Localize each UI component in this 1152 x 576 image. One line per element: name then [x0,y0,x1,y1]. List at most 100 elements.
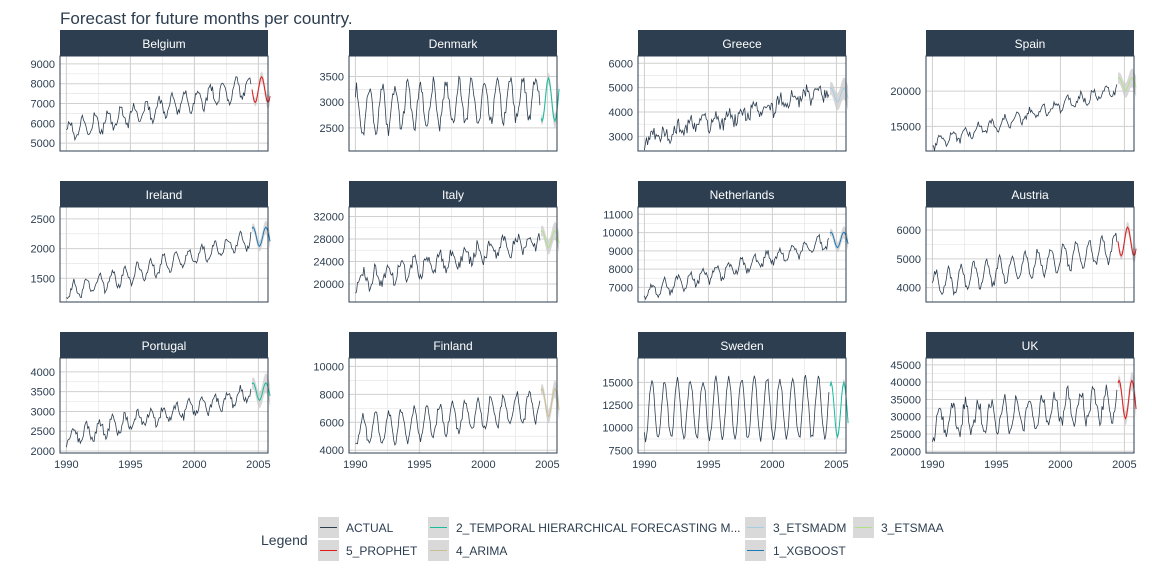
y-tick-label: 3000 [320,97,344,109]
series-forecast [540,387,560,418]
legend-label: 3_ETSMADM [773,521,846,535]
y-tick-label: 6000 [897,225,921,237]
y-tick-label: 5000 [609,83,633,95]
panel-strip [926,332,1134,358]
series-forecast [251,382,271,402]
legend-label: 3_ETSMAA [881,521,944,535]
chart-title: Forecast for future months per country. [60,9,353,28]
series-forecast [251,75,271,104]
x-tick-label: 1990 [343,459,367,471]
plot-area [926,358,1134,453]
forecast-interval [541,380,560,424]
y-tick-label: 2000 [31,244,55,256]
legend-item-4-arima: 4_ARIMA [428,540,507,561]
y-tick-label: 2500 [31,214,55,226]
legend-label: 5_PROPHET [346,544,418,558]
panel-border [59,55,269,152]
series-forecast [1117,379,1137,420]
panel-border [925,357,1135,454]
series-actual [644,233,830,301]
series-actual [66,76,252,142]
y-tick-label: 32000 [313,212,344,224]
facet-panels: Belgium 5000 6000 7000 8000 9000 Denmark 2500 30… [31,30,1137,471]
y-tick-label: 40000 [890,377,921,389]
legend-item-3-etsmadm: 3_ETSMADM [745,517,846,538]
y-tick-label: 5000 [31,138,55,150]
legend-item-actual: ACTUAL [318,517,394,538]
x-tick-label: 2005 [535,459,559,471]
legend-title: Legend [261,532,308,548]
x-tick-label: 1995 [696,459,720,471]
panel-strip-label: Spain [1015,37,1046,51]
series-actual [355,390,541,446]
y-tick-label: 3500 [320,72,344,84]
y-tick-label: 20000 [313,279,344,291]
x-tick-label: 1990 [920,459,944,471]
y-tick-label: 4000 [609,107,633,119]
panel-sweden: Sweden 7500 10000 12500 15000 1990 1995 2000 200… [602,332,849,471]
y-tick-label: 10000 [602,228,633,240]
y-tick-label: 15000 [602,377,633,389]
y-tick-label: 15000 [890,121,921,133]
y-tick-label: 7000 [609,282,633,294]
y-tick-label: 2000 [31,446,55,458]
panel-strip-label: Finland [433,339,472,353]
y-tick-label: 3000 [31,406,55,418]
y-tick-label: 12500 [602,400,633,412]
y-tick-label: 8000 [609,264,633,276]
y-tick-label: 7500 [609,445,633,457]
series-forecast [829,231,849,249]
panel-strip-label: Sweden [720,339,763,353]
forecast-interval [252,373,271,409]
x-tick-label: 1995 [407,459,431,471]
y-tick-label: 20000 [890,446,921,458]
legend-item-5-prophet: 5_PROPHET [318,540,418,561]
panel-greece: Greece 3000 4000 5000 6000 [609,30,849,152]
y-tick-label: 4000 [320,445,344,457]
panel-strip-label: Portugal [142,339,187,353]
y-tick-label: 45000 [890,360,921,372]
legend-item-2-temporal-hierarchical-forecasting-m: 2_TEMPORAL HIERARCHICAL FORECASTING M... [428,517,741,538]
panel-denmark: Denmark 2500 3000 3500 [320,30,560,152]
y-tick-label: 5000 [897,254,921,266]
y-tick-label: 3500 [31,387,55,399]
y-tick-label: 20000 [890,86,921,98]
y-tick-label: 3000 [609,131,633,143]
panel-strip-label: Italy [442,188,464,202]
panel-strip [926,181,1134,207]
y-tick-label: 2500 [31,426,55,438]
legend-label: ACTUAL [346,521,394,535]
panel-strip-label: Austria [1011,188,1049,202]
panel-strip-label: Greece [722,37,762,51]
y-tick-label: 7000 [31,99,55,111]
panel-spain: Spain 15000 20000 [890,30,1137,152]
y-tick-label: 11000 [603,209,633,221]
panel-border [925,206,1135,303]
x-tick-label: 2000 [471,459,495,471]
y-tick-label: 28000 [313,234,344,246]
series-forecast [540,76,560,123]
x-tick-label: 1990 [54,459,78,471]
panel-strip-label: Ireland [146,188,183,202]
series-actual [66,385,252,448]
panel-strip [638,332,846,358]
panel-strip [349,30,557,56]
panel-strip [349,181,557,207]
forecast-interval [541,221,560,255]
x-tick-label: 1990 [632,459,656,471]
panel-strip-label: Netherlands [710,188,775,202]
series-forecast [1117,77,1137,92]
series-forecast [829,87,849,103]
panel-border [348,55,558,152]
panel-border [637,357,847,454]
panel-uk: UK 20000 25000 30000 35000 40000 45000 1990 1995… [890,332,1137,471]
series-actual [644,374,830,443]
panel-border [637,55,847,152]
series-actual [932,232,1118,297]
series-actual [644,84,830,151]
plot-area [926,56,1134,151]
panel-border [637,206,847,303]
series-forecast [251,226,271,247]
panel-strip [349,332,557,358]
panel-portugal: Portugal 2000 2500 3000 3500 4000 1990 1995 2000… [31,332,271,471]
